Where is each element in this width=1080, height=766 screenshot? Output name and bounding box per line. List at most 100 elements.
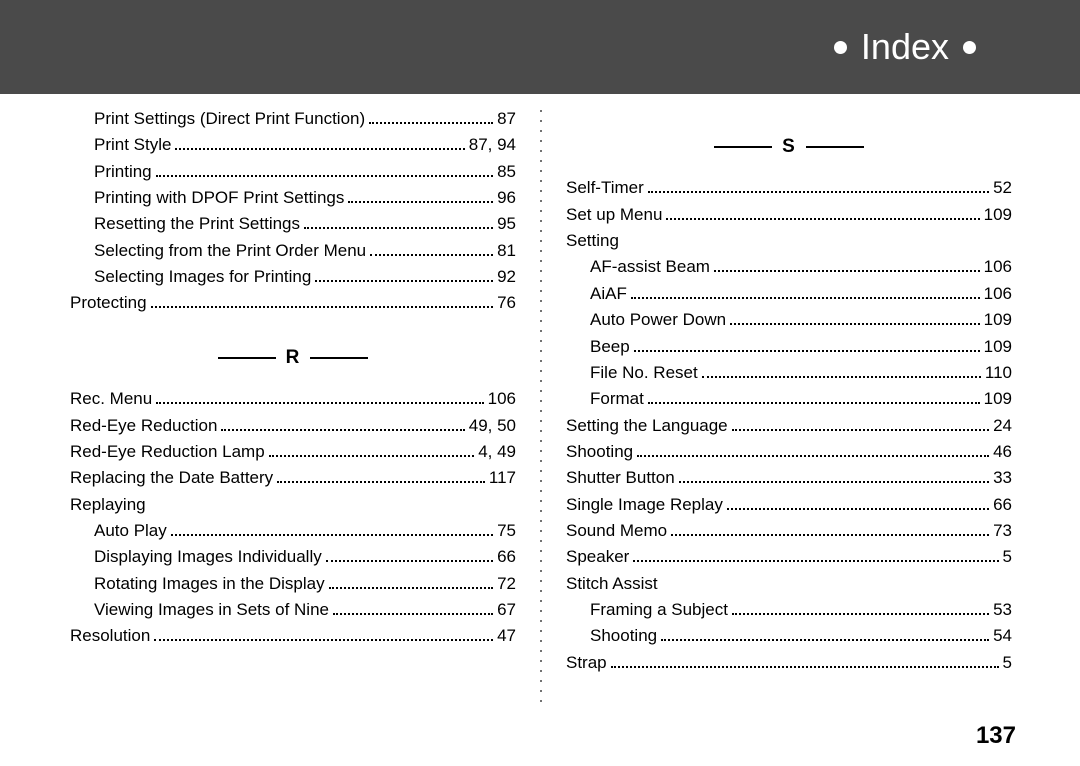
index-entry: Rotating Images in the Display 72: [70, 571, 516, 597]
section-header: S: [566, 132, 1012, 161]
index-entry: Printing with DPOF Print Settings 96: [70, 185, 516, 211]
leader-dots: [329, 587, 494, 589]
index-entry: Selecting from the Print Order Menu 81: [70, 238, 516, 264]
entry-page: 87, 94: [469, 132, 516, 158]
entry-page: 49, 50: [469, 413, 516, 439]
leader-dots: [679, 481, 989, 483]
leader-dots: [714, 270, 980, 272]
index-entry: Single Image Replay 66: [566, 492, 1012, 518]
index-entry: File No. Reset110: [566, 360, 1012, 386]
entry-page: 96: [497, 185, 516, 211]
entry-label: Stitch Assist: [566, 571, 658, 597]
leader-dots: [348, 201, 493, 203]
entry-page: 67: [497, 597, 516, 623]
leader-dots: [634, 350, 980, 352]
entry-page: 109: [984, 386, 1012, 412]
entry-page: 106: [488, 386, 516, 412]
entry-label: Setting: [566, 228, 619, 254]
entry-label: Shutter Button: [566, 465, 675, 491]
right-column: SSelf-Timer52Set up Menu109SettingAF-ass…: [542, 106, 1012, 714]
entry-label: Shooting: [590, 623, 657, 649]
entry-page: 117: [489, 465, 516, 491]
entry-label: Resetting the Print Settings: [94, 211, 300, 237]
entry-label: Displaying Images Individually: [94, 544, 322, 570]
index-entry: Shooting 54: [566, 623, 1012, 649]
entry-label: Strap: [566, 650, 607, 676]
entry-label: AiAF: [590, 281, 627, 307]
leader-dots: [671, 534, 989, 536]
index-entry: Strap 5: [566, 650, 1012, 676]
entry-label: Speaker: [566, 544, 629, 570]
entry-page: 4, 49: [478, 439, 516, 465]
entry-label: Self-Timer: [566, 175, 644, 201]
leader-dots: [730, 323, 980, 325]
entry-page: 52: [993, 175, 1012, 201]
section-header: R: [70, 343, 516, 372]
entry-label: Single Image Replay: [566, 492, 723, 518]
index-entry: Auto Play 75: [70, 518, 516, 544]
index-entry: Set up Menu109: [566, 202, 1012, 228]
entry-page: 66: [993, 492, 1012, 518]
section-line-icon: [714, 146, 772, 148]
entry-label: Replaying: [70, 492, 146, 518]
entry-label: Rec. Menu: [70, 386, 152, 412]
entry-label: Sound Memo: [566, 518, 667, 544]
entry-label: Selecting Images for Printing: [94, 264, 311, 290]
leader-dots: [370, 254, 493, 256]
entry-label: Printing with DPOF Print Settings: [94, 185, 344, 211]
entry-page: 54: [993, 623, 1012, 649]
leader-dots: [175, 148, 464, 150]
index-entry: Setting the Language24: [566, 413, 1012, 439]
entry-label: Printing: [94, 159, 152, 185]
content-area: Print Settings (Direct Print Function)87…: [0, 94, 1080, 714]
index-entry: Resetting the Print Settings 95: [70, 211, 516, 237]
leader-dots: [221, 429, 464, 431]
index-entry: Shooting46: [566, 439, 1012, 465]
header-bar: Index: [0, 0, 1080, 94]
entry-label: Setting the Language: [566, 413, 728, 439]
index-entry: Setting: [566, 228, 1012, 254]
section-line-icon: [806, 146, 864, 148]
index-entry: Speaker 5: [566, 544, 1012, 570]
entry-page: 53: [993, 597, 1012, 623]
entry-page: 95: [497, 211, 516, 237]
leader-dots: [648, 402, 980, 404]
entry-label: Auto Play: [94, 518, 167, 544]
entry-label: Print Settings (Direct Print Function): [94, 106, 365, 132]
left-column: Print Settings (Direct Print Function)87…: [70, 106, 540, 714]
entry-page: 47: [497, 623, 516, 649]
leader-dots: [637, 455, 989, 457]
entry-page: 72: [497, 571, 516, 597]
page-title: Index: [861, 26, 949, 68]
leader-dots: [369, 122, 493, 124]
leader-dots: [156, 175, 493, 177]
index-entry: Rec. Menu 106: [70, 386, 516, 412]
index-entry: Print Settings (Direct Print Function)87: [70, 106, 516, 132]
column-divider: [540, 106, 542, 706]
entry-label: Rotating Images in the Display: [94, 571, 325, 597]
entry-page: 5: [1003, 544, 1012, 570]
index-entry: Framing a Subject53: [566, 597, 1012, 623]
entry-page: 5: [1003, 650, 1012, 676]
entry-page: 46: [993, 439, 1012, 465]
index-entry: Red-Eye Reduction Lamp4, 49: [70, 439, 516, 465]
leader-dots: [277, 481, 485, 483]
leader-dots: [171, 534, 493, 536]
entry-page: 92: [497, 264, 516, 290]
entry-label: Red-Eye Reduction: [70, 413, 217, 439]
index-entry: Viewing Images in Sets of Nine 67: [70, 597, 516, 623]
leader-dots: [154, 639, 493, 641]
section-line-icon: [310, 357, 368, 359]
entry-page: 75: [497, 518, 516, 544]
leader-dots: [326, 560, 493, 562]
entry-label: Selecting from the Print Order Menu: [94, 238, 366, 264]
entry-page: 106: [984, 281, 1012, 307]
index-entry: Replaying: [70, 492, 516, 518]
leader-dots: [304, 227, 493, 229]
entry-label: Viewing Images in Sets of Nine: [94, 597, 329, 623]
entry-page: 81: [497, 238, 516, 264]
page-number: 137: [976, 722, 1016, 750]
index-entry: Printing85: [70, 159, 516, 185]
leader-dots: [151, 306, 494, 308]
leader-dots: [315, 280, 493, 282]
